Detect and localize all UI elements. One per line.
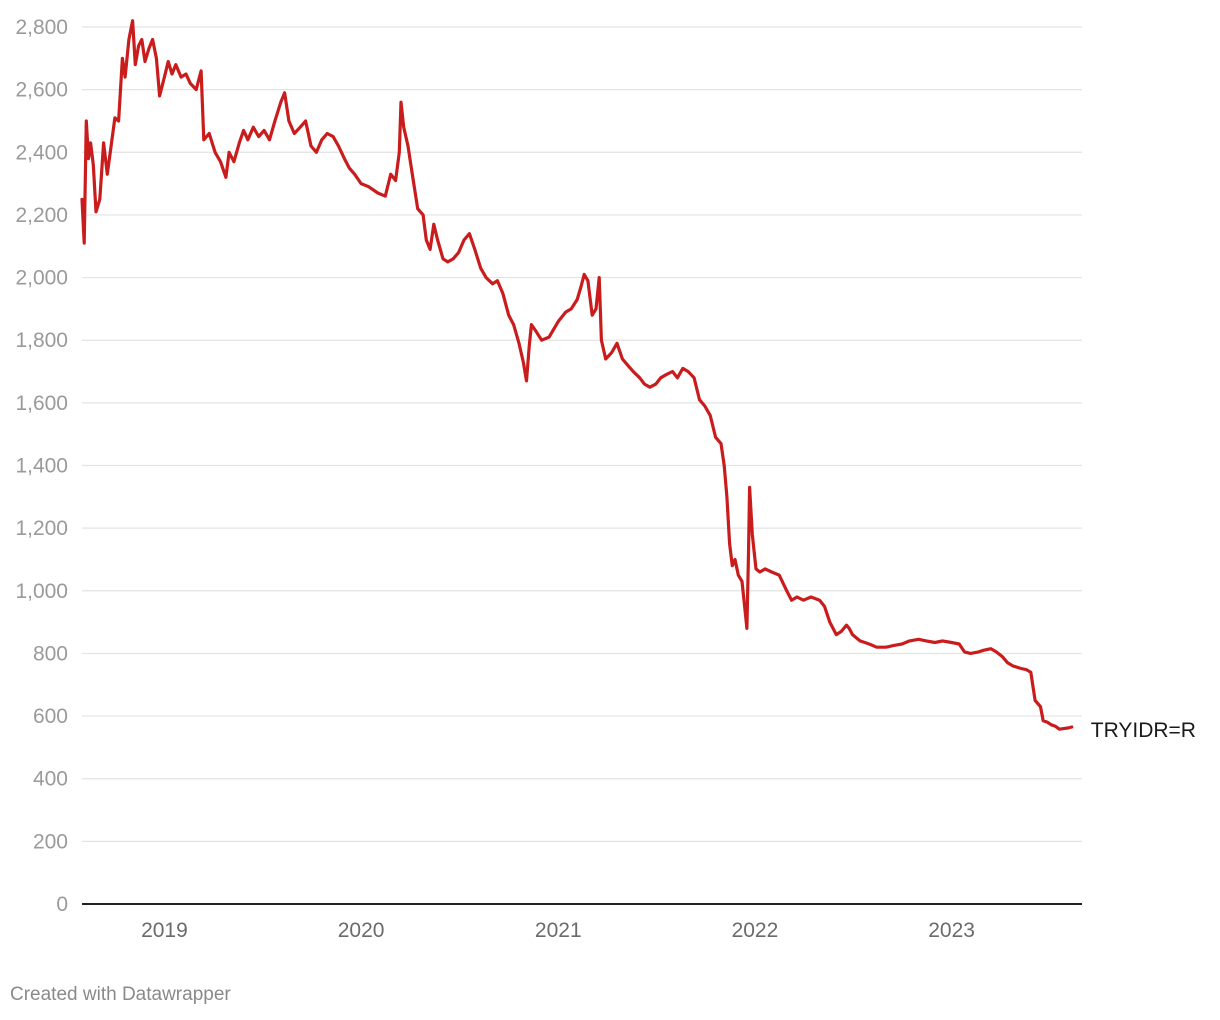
y-tick-label: 1,000 [15, 580, 68, 603]
y-tick: 1,000 [15, 580, 68, 603]
y-tick-label: 600 [33, 705, 68, 728]
x-axis-ticks: 2019 2020 2021 2022 2023 [141, 919, 975, 942]
y-tick-label: 400 [33, 768, 68, 791]
y-tick-label: 1,800 [15, 329, 68, 352]
x-tick-label: 2021 [535, 919, 582, 942]
y-tick-label: 1,200 [15, 517, 68, 540]
x-tick-label: 2019 [141, 919, 188, 942]
y-tick-label: 1,600 [15, 392, 68, 415]
y-tick: 2,200 [15, 204, 68, 227]
y-tick-label: 2,200 [15, 204, 68, 227]
y-tick-label: 2,600 [15, 79, 68, 102]
x-tick: 2019 [141, 919, 188, 942]
y-tick: 2,800 [15, 16, 68, 39]
y-tick: 1,200 [15, 517, 68, 540]
y-tick: 2,000 [15, 267, 68, 290]
y-tick: 1,600 [15, 392, 68, 415]
y-tick: 400 [33, 768, 68, 791]
y-tick-label: 2,000 [15, 267, 68, 290]
y-tick: 1,400 [15, 455, 68, 478]
line-chart: 0 200 400 600 800 1,000 1,200 1,400 1,600 1,800 2,… [15, 16, 1196, 942]
series-layer: TRYIDR=R [80, 19, 1196, 742]
y-tick: 1,800 [15, 329, 68, 352]
y-tick-label: 1,400 [15, 455, 68, 478]
x-tick-label: 2020 [338, 919, 385, 942]
x-tick: 2020 [338, 919, 385, 942]
series-line [80, 19, 1074, 731]
x-tick-label: 2023 [928, 919, 975, 942]
y-tick: 800 [33, 642, 68, 665]
y-tick-label: 2,800 [15, 16, 68, 39]
y-tick-label: 0 [56, 893, 68, 916]
gridlines [82, 26, 1082, 842]
y-tick: 600 [33, 705, 68, 728]
x-tick: 2023 [928, 919, 975, 942]
x-tick: 2021 [535, 919, 582, 942]
x-tick-label: 2022 [732, 919, 779, 942]
y-tick-label: 200 [33, 830, 68, 853]
series-label: TRYIDR=R [1091, 719, 1196, 742]
y-tick-label: 2,400 [15, 141, 68, 164]
y-tick: 2,400 [15, 141, 68, 164]
y-axis-ticks: 0 200 400 600 800 1,000 1,200 1,400 1,600 1,800 2,… [15, 16, 68, 916]
y-tick: 0 [56, 893, 68, 916]
y-tick: 200 [33, 830, 68, 853]
datawrapper-credit: Created with Datawrapper [10, 984, 231, 1005]
y-tick: 2,600 [15, 79, 68, 102]
y-tick-label: 800 [33, 642, 68, 665]
x-tick: 2022 [732, 919, 779, 942]
